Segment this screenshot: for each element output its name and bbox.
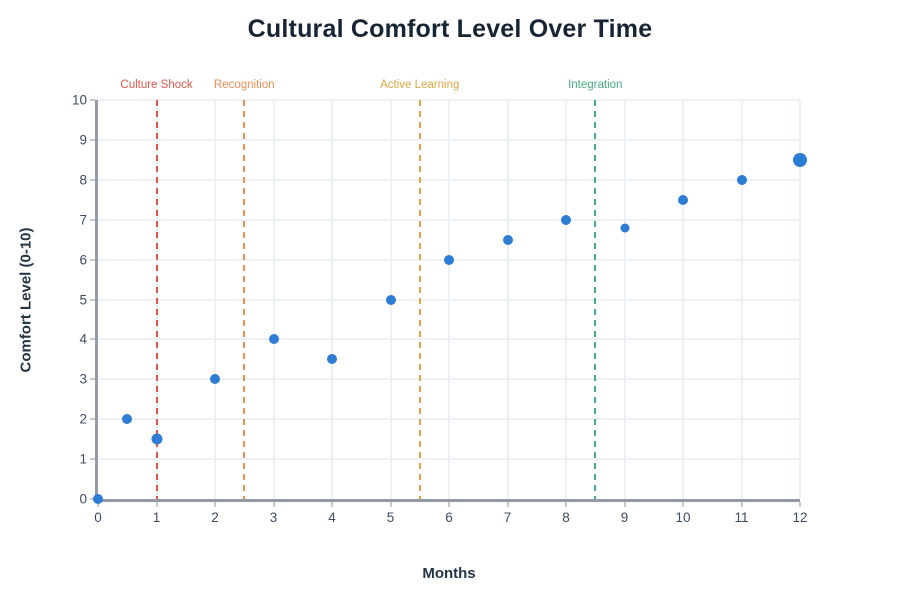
plot-area: Culture Shock Recognition Active Learning I… [72,79,808,526]
y-tick-mark [90,258,95,261]
x-tick-label: 9 [620,510,629,525]
phase-label-integration: Integration [568,79,623,91]
x-tick-mark [97,502,99,507]
data-point [620,223,629,233]
x-tick-mark [565,502,567,507]
tick-marks-layer [90,99,801,507]
x-tick-label: 12 [792,510,808,525]
y-tick-label: 2 [79,411,87,427]
phase-label-recognition: Recognition [213,79,275,91]
chart-title: Cultural Comfort Level Over Time [247,15,653,43]
data-point [268,334,279,345]
data-point [151,433,162,445]
y-axis-title: Comfort Level (0-10) [17,227,35,373]
x-tick-label: 8 [562,510,570,525]
y-tick-mark [90,418,95,421]
gridline-vertical [506,100,509,499]
x-tick-mark [682,502,684,507]
phase-label-culture-shock: Culture Shock [120,79,193,91]
phase-lines-layer: Culture Shock Recognition Active Learning I… [98,79,800,499]
x-tick-mark [331,502,333,507]
y-axis-line [95,100,98,502]
phase-line-culture-shock [155,100,158,499]
phase-line-integration [594,100,597,499]
phase-label-active-learning: Active Learning [380,79,460,91]
y-tick-label: 8 [79,172,87,188]
x-axis-line [95,499,800,502]
y-tick-mark [90,218,95,221]
gridline-vertical [682,100,684,499]
x-tick-label: 11 [734,510,749,525]
points-layer [93,100,807,504]
gridline-vertical [331,100,333,499]
gridline-vertical [448,100,450,499]
x-tick-label: 1 [152,510,161,525]
y-tick-mark [90,498,95,500]
x-tick-mark [506,502,509,507]
gridline-vertical [740,100,743,499]
data-point [444,254,454,265]
y-tick-label: 0 [79,491,87,507]
data-point [93,494,103,504]
data-point [561,214,571,225]
y-tick-mark [90,378,95,381]
y-tick-label: 3 [79,371,87,387]
gridline-vertical [272,100,275,499]
x-tick-mark [155,502,158,507]
gridline-vertical [799,100,801,499]
y-tick-mark [90,338,95,341]
x-tick-mark [799,502,801,507]
x-tick-label: 4 [328,510,336,525]
y-tick-mark [90,178,95,181]
x-tick-label: 5 [386,510,395,525]
x-tick-label: 0 [94,510,102,525]
y-tick-mark [90,99,95,101]
x-tick-mark [272,502,275,507]
y-tick-label: 6 [79,252,87,268]
x-tick-mark [214,502,216,507]
y-tick-mark [90,458,95,461]
gridlines-layer [98,99,801,499]
data-point [793,152,807,167]
y-tick-label: 9 [79,132,87,148]
phase-line-recognition [243,100,246,499]
data-point [210,374,220,385]
x-tick-label: 7 [503,510,512,525]
y-tick-label: 1 [79,451,87,467]
gridline-vertical [214,100,216,499]
phase-line-active-learning [418,100,421,499]
x-tick-mark [448,502,450,507]
tick-labels-layer: 0 1 2 3 4 5 6 7 8 9 10 0 1 2 3 4 5 6 7 8 9 10 11 12 [72,93,808,526]
gridline-vertical [565,100,567,499]
y-tick-mark [90,298,95,301]
y-tick-mark [90,138,95,141]
data-point [678,194,688,205]
y-tick-label: 7 [79,212,87,228]
x-tick-label: 3 [269,510,278,525]
data-point [502,234,513,245]
x-tick-mark [623,502,626,507]
y-tick-label: 4 [79,331,87,347]
x-tick-label: 10 [675,510,691,525]
x-axis-title: Months [422,565,476,582]
x-tick-mark [740,502,743,507]
data-point [122,414,133,425]
x-tick-mark [389,502,392,507]
gridline-vertical [623,100,626,499]
data-point [736,174,747,185]
data-point [385,294,396,305]
y-tick-label: 5 [79,292,87,307]
y-tick-label: 10 [71,92,87,108]
x-tick-label: 6 [445,510,453,525]
x-tick-label: 2 [211,510,219,525]
data-point [327,354,337,365]
